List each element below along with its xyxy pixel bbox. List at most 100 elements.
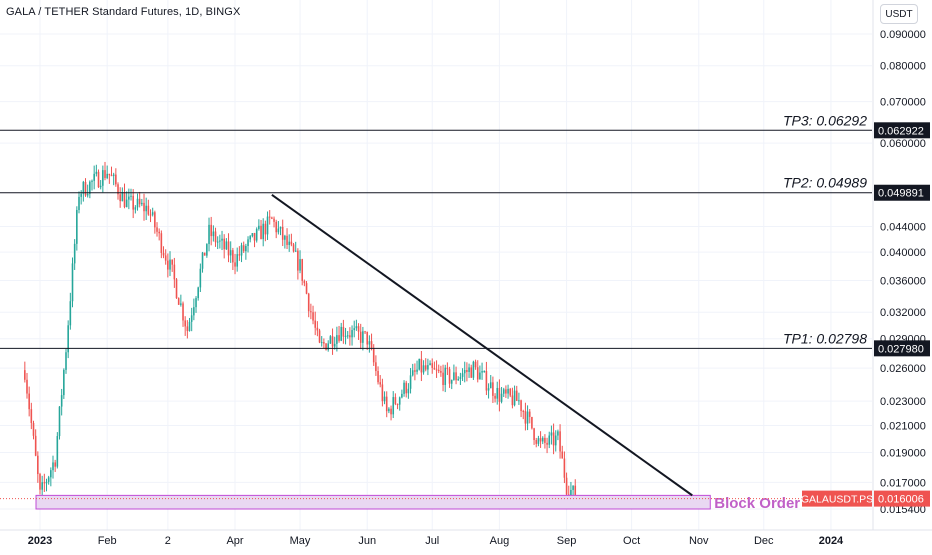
- candle-body: [32, 423, 35, 436]
- candle-body: [502, 389, 505, 394]
- candle-body: [318, 330, 321, 343]
- candle-body: [227, 241, 230, 256]
- grid-layer: [0, 0, 872, 530]
- candle-body: [201, 252, 204, 269]
- candle-body: [292, 244, 295, 252]
- candle-body: [303, 280, 306, 284]
- candle-body: [535, 440, 538, 444]
- block-order-zone: [35, 494, 711, 510]
- candle-body: [401, 393, 403, 398]
- candle-body: [414, 370, 416, 372]
- currency-button[interactable]: USDT: [880, 4, 918, 24]
- candle-body: [151, 212, 154, 215]
- candle-body: [58, 406, 61, 437]
- y-tick-label: 0.036000: [880, 276, 926, 288]
- candle-body: [264, 223, 267, 235]
- candle-body: [368, 341, 371, 345]
- candle-body: [316, 327, 319, 331]
- candle-body: [52, 462, 54, 471]
- candle-body: [403, 382, 405, 394]
- candle-body: [71, 263, 74, 302]
- candle-body: [396, 403, 399, 405]
- candle-body: [349, 335, 351, 338]
- level-price-tag: [874, 340, 930, 357]
- candle-body: [509, 388, 512, 396]
- candle-body: [43, 482, 46, 484]
- candle-body: [435, 369, 438, 371]
- candle-body: [99, 185, 102, 188]
- candle-body: [76, 209, 78, 244]
- candle-body: [459, 376, 462, 379]
- candles-layer: [24, 161, 577, 507]
- candle-body: [258, 225, 260, 229]
- candle-body: [225, 241, 228, 250]
- candle-body: [281, 226, 284, 240]
- candle-body: [268, 216, 271, 218]
- candle-body: [190, 315, 193, 322]
- candle-body: [260, 225, 262, 240]
- candle-body: [30, 409, 33, 424]
- candle-body: [357, 326, 360, 332]
- candle-body: [121, 192, 124, 202]
- candle-body: [182, 303, 184, 321]
- candle-body: [327, 343, 330, 350]
- level-price-tag-text: 0.062922: [878, 125, 924, 137]
- candle-body: [221, 238, 223, 241]
- candle-body: [234, 262, 236, 267]
- x-tick-label: Sep: [557, 535, 577, 547]
- x-tick-label: Nov: [689, 535, 709, 547]
- x-tick-label: 2024: [819, 535, 844, 547]
- candle-body: [528, 411, 531, 417]
- candle-body: [559, 431, 561, 452]
- y-tick-label: 0.026000: [880, 363, 926, 375]
- candle-body: [45, 481, 48, 484]
- candle-body: [353, 328, 356, 331]
- level-price-tag: [874, 184, 930, 201]
- candle-body: [214, 231, 217, 243]
- candle-body: [474, 361, 477, 368]
- symbol-tag: [802, 490, 872, 507]
- x-tick-label: Apr: [226, 535, 243, 547]
- candle-body: [171, 259, 173, 265]
- candle-body: [132, 195, 134, 210]
- candle-body: [416, 369, 418, 372]
- candle-body: [97, 171, 100, 188]
- candle-body: [56, 436, 59, 467]
- last-price-tag: [874, 490, 930, 507]
- candle-body: [149, 214, 152, 216]
- candle-body: [162, 252, 165, 256]
- x-tick-label: 2023: [28, 535, 52, 547]
- candle-body: [500, 393, 503, 402]
- candle-body: [60, 395, 63, 407]
- candle-body: [299, 259, 301, 271]
- candle-body: [429, 363, 431, 366]
- candle-body: [375, 362, 377, 372]
- candle-body: [515, 390, 518, 401]
- candle-body: [184, 320, 186, 327]
- x-tick-label: Oct: [623, 535, 640, 547]
- candle-body: [24, 370, 26, 380]
- candle-body: [468, 367, 470, 372]
- candle-body: [245, 246, 247, 252]
- candle-body: [128, 196, 130, 200]
- candle-body: [102, 170, 104, 186]
- candle-body: [331, 336, 334, 347]
- y-tick-label: 0.080000: [880, 61, 926, 73]
- candle-body: [485, 371, 488, 391]
- candle-body: [294, 250, 297, 252]
- candle-body: [78, 196, 80, 210]
- candle-body: [385, 396, 388, 412]
- candle-body: [186, 326, 189, 332]
- candle-body: [63, 369, 65, 396]
- y-tick-label: 0.015400: [880, 504, 926, 516]
- candle-body: [266, 216, 269, 235]
- level-label-tp3: TP3: 0.06292: [783, 112, 867, 128]
- candle-body: [487, 388, 490, 391]
- block-order-label: Block Order: [714, 495, 800, 512]
- candle-body: [143, 202, 145, 212]
- candle-body: [548, 435, 551, 445]
- candle-body: [188, 321, 191, 332]
- candle-body: [262, 223, 265, 240]
- price-axis: [873, 0, 932, 550]
- candle-body: [37, 455, 39, 475]
